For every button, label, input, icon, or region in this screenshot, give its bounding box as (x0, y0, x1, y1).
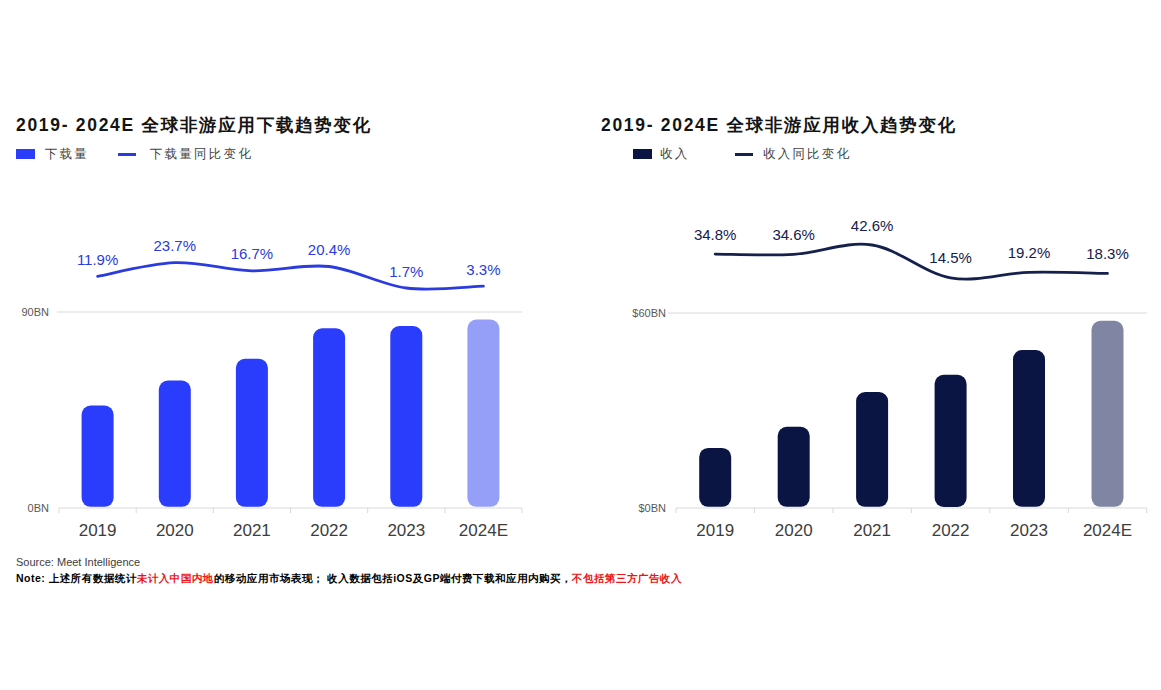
yoy-label-2024E: 3.3% (466, 261, 500, 278)
yoy-label-2023: 19.2% (1008, 244, 1051, 261)
note-line: Note: 上述所有数据统计未计入中国内地的移动应用市场表现； 收入数据包括iO… (16, 572, 682, 585)
yoy-label-2020: 23.7% (154, 237, 197, 254)
x-label-2019: 2019 (79, 521, 117, 540)
x-axis (676, 508, 1147, 513)
note-segment-2-red: 未计入中国内地 (137, 572, 214, 584)
bar-2020 (778, 427, 810, 507)
x-label-2020: 2020 (775, 521, 813, 540)
bar-2021 (236, 359, 268, 507)
note-segment-1: Note: 上述所有数据统计 (16, 572, 137, 584)
yoy-label-2022: 14.5% (929, 249, 972, 266)
source-line: Source: Meet Intelligence (16, 556, 682, 569)
bar-2019 (699, 448, 731, 507)
yoy-label-2021: 42.6% (851, 217, 894, 234)
yoy-label-2022: 20.4% (308, 241, 351, 258)
bar-2021 (856, 392, 888, 507)
bar-2022 (935, 375, 967, 507)
x-label-2022: 2022 (932, 521, 970, 540)
downloads-line-legend-label: 下载量同比变化 (150, 147, 253, 162)
downloads-chart-section: 2019- 2024E 全球非游应用下载趋势变化 下载量 下载量同比变化 90B… (0, 105, 580, 565)
x-label-2019: 2019 (696, 521, 734, 540)
bar-2019 (82, 406, 114, 507)
bar-2023 (1013, 350, 1045, 507)
yoy-label-2023: 1.7% (389, 263, 423, 280)
x-label-2021: 2021 (233, 521, 271, 540)
revenue-chart-title: 2019- 2024E 全球非游应用收入趋势变化 (601, 113, 957, 137)
yoy-line (98, 263, 484, 290)
downloads-chart-title: 2019- 2024E 全球非游应用下载趋势变化 (16, 113, 372, 137)
yoy-label-2020: 34.6% (772, 226, 815, 243)
x-label-2024E: 2024E (459, 521, 508, 540)
bar-2022 (313, 328, 345, 507)
bar-2023 (390, 326, 422, 507)
revenue-chart-plot: $60BN $0BN 2019 2020 2021 2022 2023 2024E 34.8% 3… (580, 205, 1161, 565)
x-label-2021: 2021 (853, 521, 891, 540)
x-label-2023: 2023 (1010, 521, 1048, 540)
y-axis-max-label: $60BN (632, 307, 666, 319)
footnotes: Source: Meet Intelligence Note: 上述所有数据统计… (16, 556, 682, 585)
revenue-line-legend-label: 收入同比变化 (763, 147, 851, 162)
yoy-label-2024E: 18.3% (1086, 245, 1129, 262)
bar-2024E (467, 320, 499, 507)
revenue-bar-legend-label: 收入 (660, 147, 689, 162)
yoy-label-2019: 34.8% (694, 226, 737, 243)
x-label-2024E: 2024E (1083, 521, 1132, 540)
bar-2024E (1092, 321, 1124, 507)
note-segment-4-red: 不包括第三方广告收入 (572, 572, 682, 584)
downloads-chart-plot: 90BN 0BN 2019 2020 2021 2022 2023 2024E 11.9% 23.… (0, 205, 580, 565)
report-page: 2019- 2024E 全球非游应用下载趋势变化 下载量 下载量同比变化 90B… (0, 0, 1161, 690)
revenue-bar-swatch (633, 149, 652, 159)
revenue-chart-section: 2019- 2024E 全球非游应用收入趋势变化 收入 收入同比变化 $60BN… (580, 105, 1161, 565)
downloads-line-swatch (118, 153, 136, 156)
downloads-bar-swatch (16, 149, 35, 159)
x-label-2022: 2022 (310, 521, 348, 540)
y-axis-zero-label: 0BN (28, 502, 49, 514)
yoy-label-2021: 16.7% (231, 245, 274, 262)
x-label-2023: 2023 (387, 521, 425, 540)
y-axis-max-label: 90BN (21, 306, 49, 318)
x-axis (59, 508, 522, 513)
revenue-line-swatch (735, 153, 753, 156)
x-label-2020: 2020 (156, 521, 194, 540)
y-axis-zero-label: $0BN (638, 502, 666, 514)
yoy-label-2019: 11.9% (77, 251, 118, 268)
bar-2020 (159, 381, 191, 507)
note-segment-3: 的移动应用市场表现； 收入数据包括iOS及GP端付费下载和应用内购买， (214, 572, 572, 584)
downloads-bar-legend-label: 下载量 (45, 147, 89, 162)
